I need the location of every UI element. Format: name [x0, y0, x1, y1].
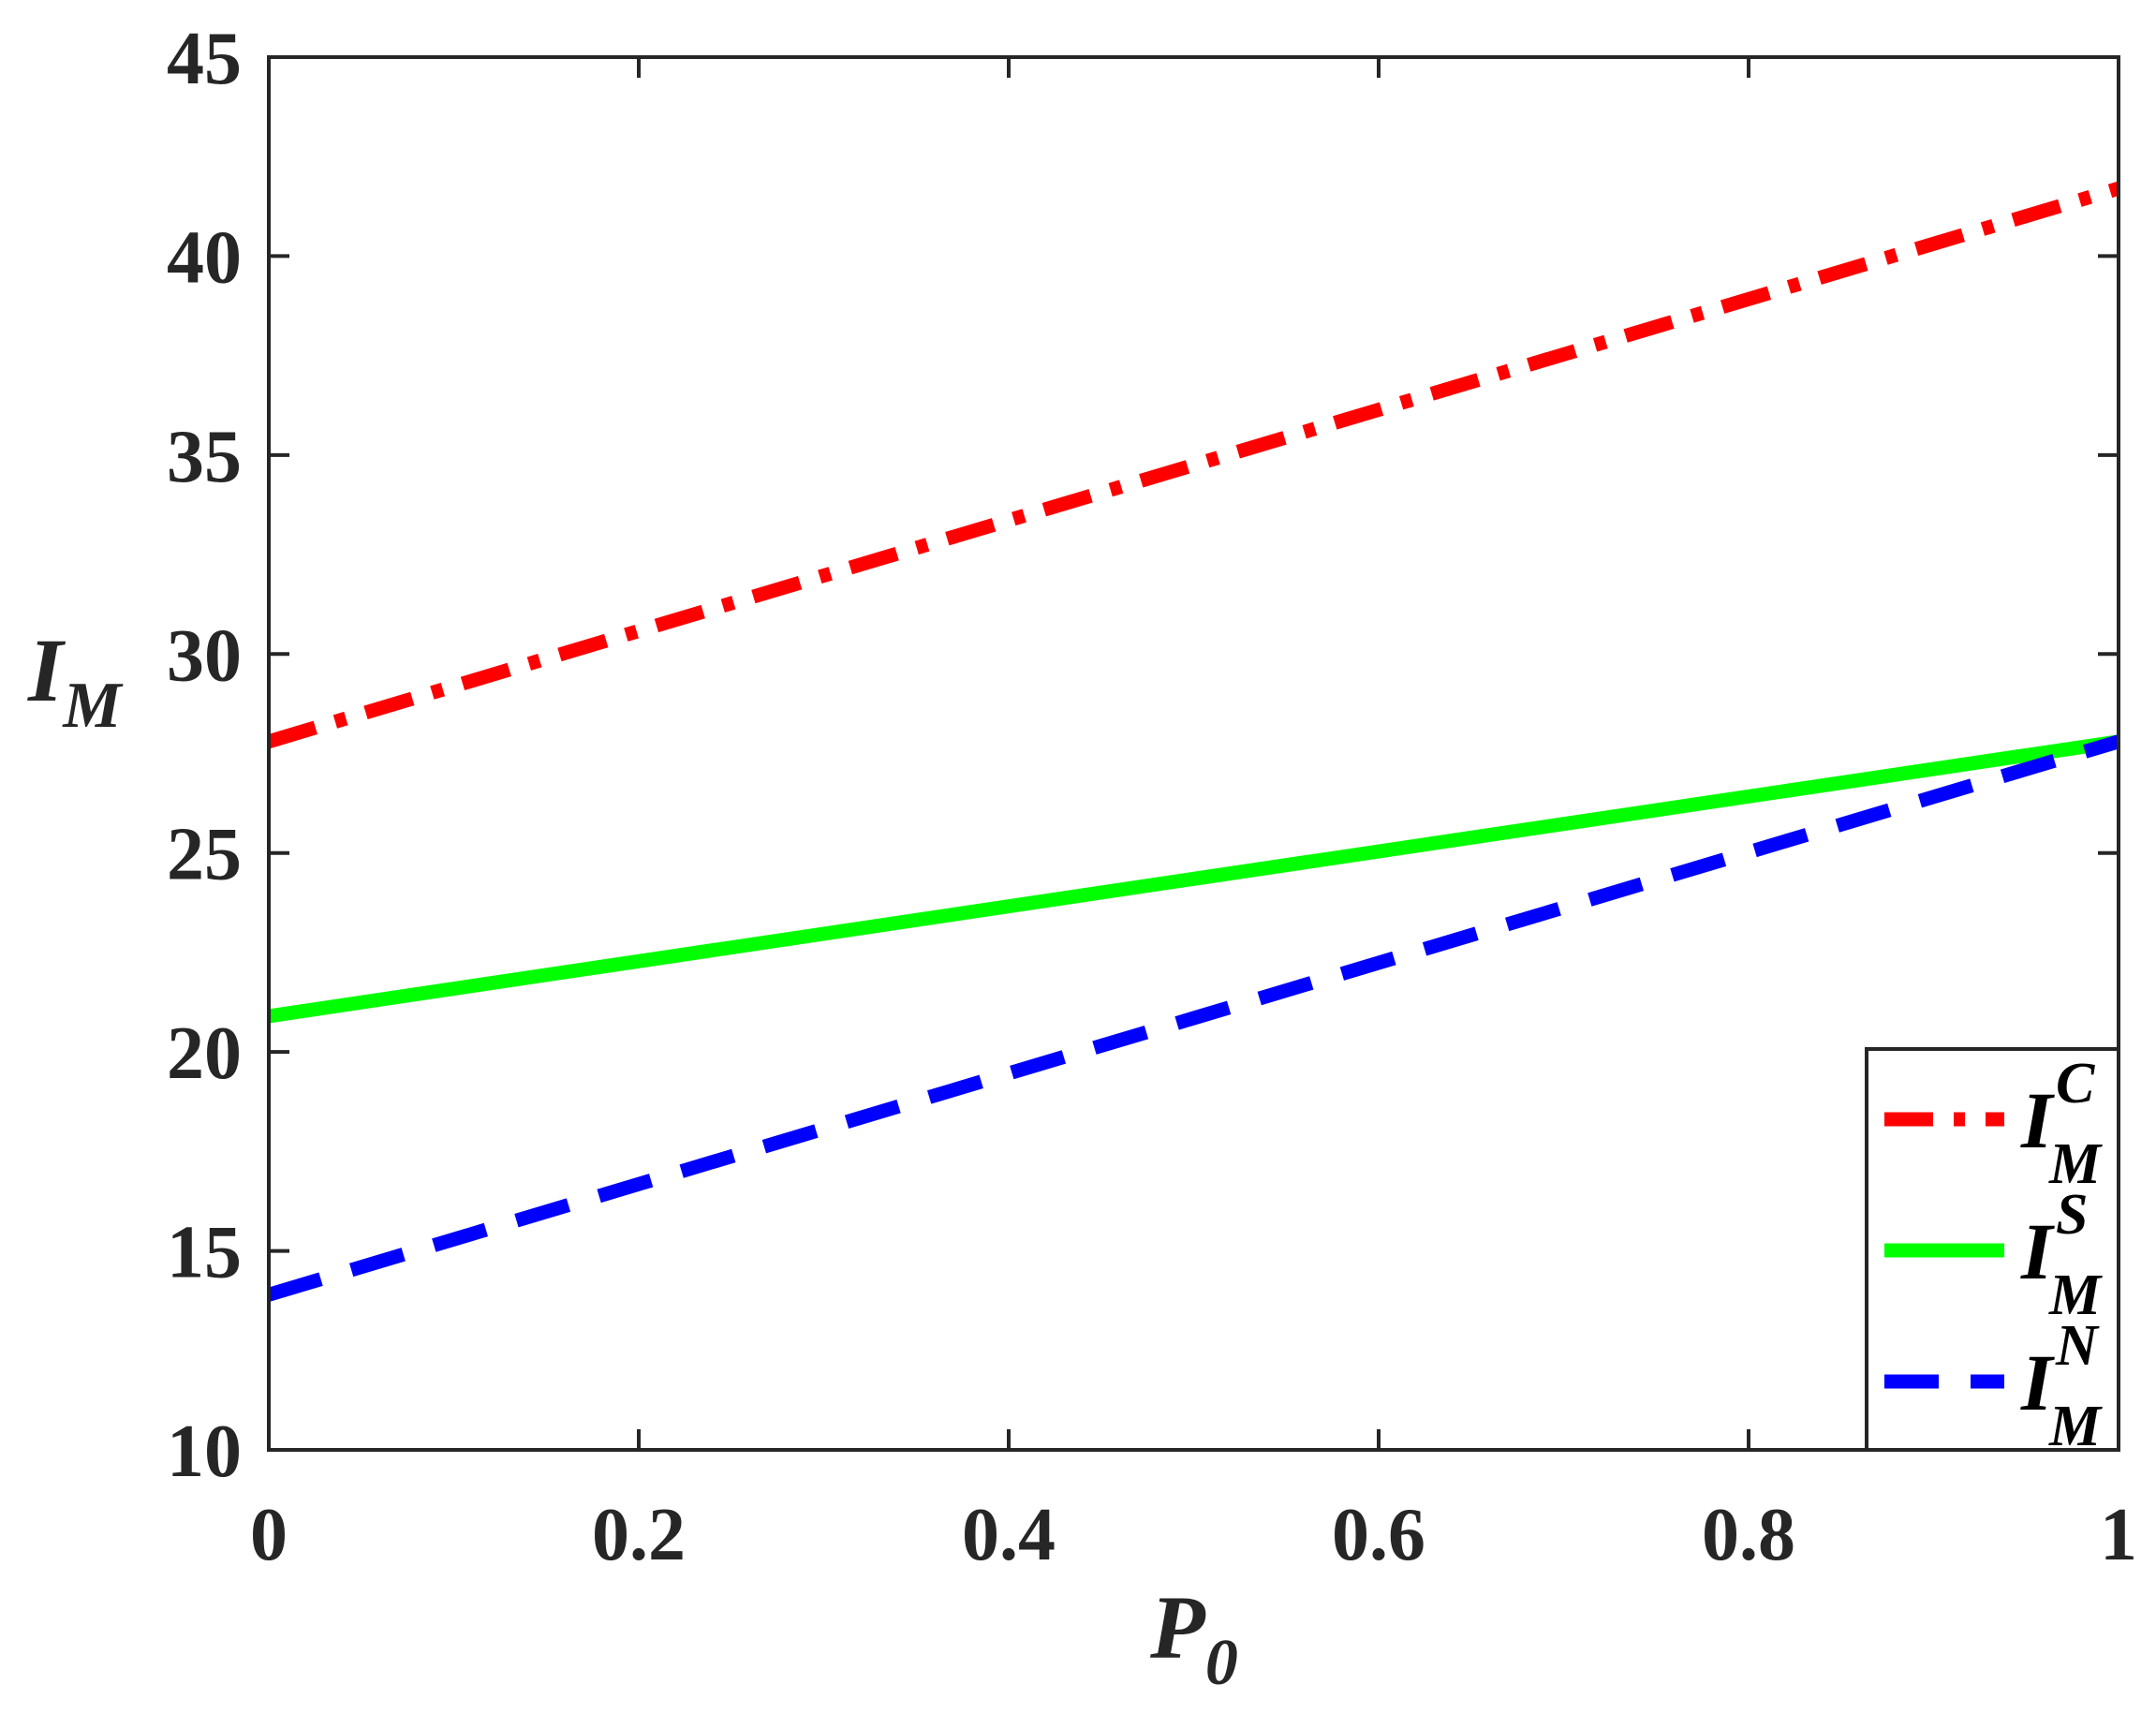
y-tick-label: 15 [167, 1212, 242, 1294]
y-tick-label: 45 [167, 18, 242, 100]
y-tick-label: 35 [167, 416, 242, 498]
legend-label: IC M [2020, 1052, 2103, 1196]
x-tick-label: 0.8 [1702, 1494, 1795, 1576]
y-tick-label: 25 [167, 814, 242, 896]
legend-label: IS M [2020, 1183, 2103, 1327]
x-axis-label-sub: 0 [1205, 1627, 1238, 1699]
x-tick-label: 0.6 [1332, 1494, 1425, 1576]
x-tick-label: 0.2 [592, 1494, 686, 1576]
x-tick-label: 0.4 [962, 1494, 1056, 1576]
x-axis-label: P0 [1149, 1577, 1238, 1699]
y-tick-label: 40 [167, 216, 242, 299]
y-tick-label: 30 [167, 614, 242, 697]
series-lines [269, 182, 2119, 1302]
legend-label: IN M [2020, 1314, 2103, 1458]
series-line [269, 734, 2119, 1302]
y-axis-label: IM [27, 620, 124, 742]
plot-frame [267, 55, 2120, 1452]
y-tick-label: 20 [167, 1012, 242, 1095]
series-line [269, 182, 2119, 748]
tick-labels: 0 0.2 0.4 0.6 0.8 1 10 15 20 25 30 35 40 45 [167, 18, 2137, 1576]
series-line [269, 734, 2119, 1024]
x-tick-label: 0 [250, 1494, 288, 1576]
y-axis-label-sub: M [62, 670, 124, 742]
y-axis-label-main: I [27, 620, 66, 720]
x-tick-label: 1 [2100, 1494, 2137, 1576]
x-axis-label-main: P [1149, 1577, 1206, 1677]
legend: IC MIS MIN M [1865, 1047, 2120, 1458]
y-tick-label: 10 [167, 1411, 242, 1493]
